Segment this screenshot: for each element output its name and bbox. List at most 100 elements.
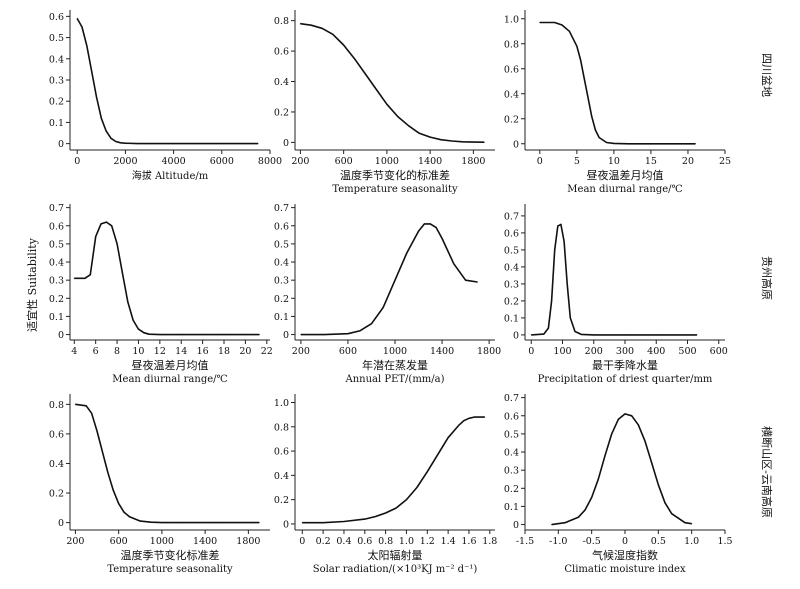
data-point xyxy=(183,522,184,524)
x-tick-label: 0.8 xyxy=(378,536,393,547)
data-point xyxy=(462,141,464,143)
chart-panel-4: 0 0.1 0.2 0.3 0.4 0.5 0.6 0.7 4 6 8 10 12 14 16 18 20 22 昼… xyxy=(49,203,273,385)
chart-panel-8: 0 0.2 0.4 0.6 0.8 1.0 0 0.2 0.4 0.6 0.8 1.0 1.2 1.4 1.… xyxy=(274,394,497,575)
suitability-curve xyxy=(76,18,258,145)
data-point xyxy=(385,512,387,514)
data-point xyxy=(472,141,474,143)
chart-panel-6: 0 0.1 0.2 0.3 0.4 0.5 0.6 0.7 0 100 200 300 400 500 60… xyxy=(504,204,728,385)
data-point xyxy=(426,471,428,473)
y-tick-label: 0.8 xyxy=(49,400,64,411)
x-tick-label: 5 xyxy=(574,156,580,167)
x-tick-label: 10 xyxy=(132,346,144,357)
data-point xyxy=(96,96,97,98)
data-point xyxy=(617,418,619,420)
data-point xyxy=(120,142,122,144)
data-point xyxy=(583,78,585,80)
data-point xyxy=(598,137,600,138)
y-tick-label: 0.4 xyxy=(504,89,519,100)
data-point xyxy=(453,263,455,265)
data-point xyxy=(560,223,562,225)
data-point xyxy=(81,26,83,28)
data-point xyxy=(644,440,646,442)
x-axis-label-en: Solar radiation/(×10³KJ m⁻² d⁻¹) xyxy=(313,564,478,575)
data-point xyxy=(91,412,93,414)
data-point xyxy=(577,516,579,518)
suitability-curve xyxy=(300,22,485,143)
x-axis-label-en: Mean diurnal range/℃ xyxy=(567,184,682,195)
data-point xyxy=(310,24,312,26)
y-tick-label: 0.4 xyxy=(49,459,64,470)
data-point xyxy=(637,424,639,426)
data-point xyxy=(386,103,388,105)
chart-panel-3: 0 0.2 0.4 0.6 0.8 1.0 0 5 10 15 20 25 昼夜温差月均值 Mean di… xyxy=(504,10,731,195)
x-tick-label: 600 xyxy=(710,346,728,357)
x-axis-label-en: Climatic moisture index xyxy=(564,564,686,575)
x-tick-label: 1400 xyxy=(193,536,217,547)
y-tick-label: 0.4 xyxy=(274,77,289,88)
y-tick-label: 0.6 xyxy=(49,221,64,232)
data-point xyxy=(347,333,349,335)
data-point xyxy=(437,454,439,456)
data-point xyxy=(371,323,372,325)
y-tick-label: 0.3 xyxy=(274,276,289,287)
x-tick-label: 200 xyxy=(291,156,309,167)
data-point xyxy=(671,513,673,515)
suitability-curve xyxy=(302,416,485,524)
data-point xyxy=(547,327,549,329)
y-axis-label: 适宜性 Suitability xyxy=(25,237,39,332)
y-tick-label: 0.2 xyxy=(504,484,519,495)
chart-panel-9: 0 0.1 0.2 0.3 0.4 0.5 0.6 0.7 -1.5 -1.0 -0.5 0 0.5 1.… xyxy=(504,393,733,575)
data-point xyxy=(159,334,161,336)
data-point xyxy=(375,88,377,90)
data-point xyxy=(105,130,107,132)
x-tick-label: 25 xyxy=(719,156,731,167)
x-tick-label: 600 xyxy=(110,536,128,547)
x-axis-label-en: Temperature seasonality xyxy=(332,184,458,195)
data-point xyxy=(143,332,145,334)
y-tick-label: 0.4 xyxy=(274,471,289,482)
data-point xyxy=(440,139,442,141)
data-point xyxy=(557,225,559,227)
data-point xyxy=(332,33,334,35)
data-point xyxy=(244,334,246,336)
data-point xyxy=(655,334,657,336)
x-tick-label: 6 xyxy=(93,346,99,357)
x-tick-label: 10 xyxy=(608,156,620,167)
data-point xyxy=(89,274,91,276)
x-tick-label: 1.2 xyxy=(420,536,435,547)
x-tick-label: 8 xyxy=(114,346,120,357)
data-point xyxy=(593,334,595,336)
x-tick-label: 500 xyxy=(678,346,696,357)
x-tick-label: 1.4 xyxy=(441,536,456,547)
y-tick-label: 0.7 xyxy=(274,203,289,214)
data-point xyxy=(73,277,75,279)
y-tick-label: 0.2 xyxy=(504,296,519,307)
data-point xyxy=(245,143,247,145)
data-point xyxy=(564,522,566,524)
x-tick-label: 200 xyxy=(292,346,310,357)
data-point xyxy=(468,417,470,419)
data-point xyxy=(591,496,593,498)
data-point xyxy=(458,425,459,427)
data-point xyxy=(112,489,114,491)
x-tick-label: -1.0 xyxy=(549,536,567,547)
data-point xyxy=(397,116,399,117)
y-tick-label: 0.3 xyxy=(504,279,519,290)
y-tick-label: 0 xyxy=(513,330,519,341)
data-point xyxy=(587,97,589,98)
x-axis-label-cn: 昼夜温差月均值 xyxy=(587,168,664,182)
data-point xyxy=(364,518,366,520)
data-point xyxy=(161,522,163,524)
y-tick-label: 0.6 xyxy=(49,12,64,23)
data-point xyxy=(561,24,563,26)
x-tick-label: 22 xyxy=(261,346,273,357)
data-point xyxy=(696,334,698,336)
suitability-curve xyxy=(75,403,260,524)
y-tick-label: 0.7 xyxy=(504,393,519,404)
data-point xyxy=(691,523,693,525)
data-point xyxy=(96,430,98,432)
data-point xyxy=(576,45,578,47)
y-tick-label: 0.5 xyxy=(504,429,519,440)
data-point xyxy=(343,521,345,522)
y-tick-label: 0 xyxy=(58,139,64,150)
